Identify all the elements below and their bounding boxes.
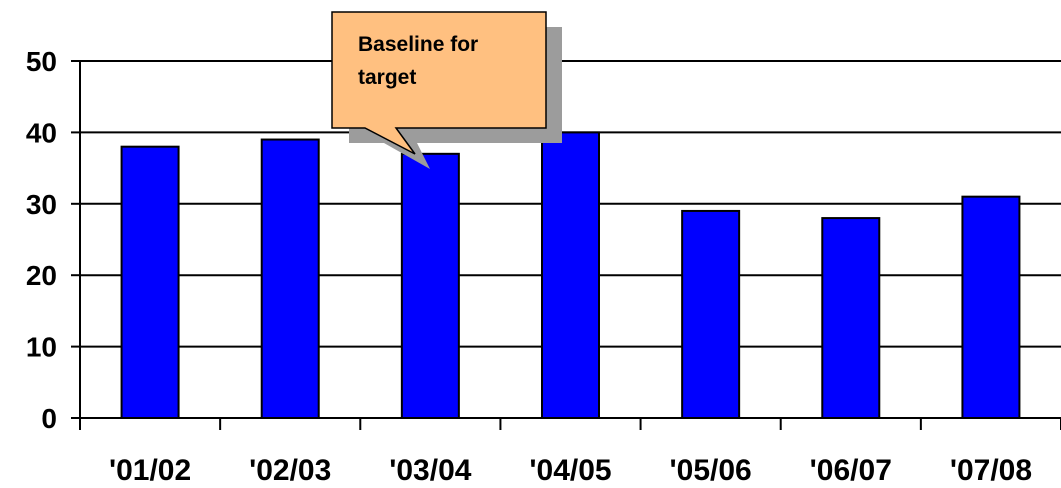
bar: [821, 217, 881, 419]
bar: [120, 145, 180, 419]
bar: [681, 209, 741, 419]
bar: [961, 195, 1021, 419]
x-tick-label: '07/08: [950, 454, 1032, 487]
x-tick-label: '04/05: [529, 454, 611, 487]
x-tick-label: '03/04: [389, 454, 472, 487]
annotation-line-1: Baseline for: [358, 33, 478, 56]
bar: [400, 152, 460, 419]
y-tick-label: 0: [41, 403, 57, 434]
x-axis: '01/02 '02/03 '03/04 '04/05 '05/06 '06/07 '07/…: [79, 417, 1061, 487]
annotation-line-2: target: [358, 66, 416, 89]
y-tick-label: 40: [26, 117, 57, 148]
bars: [120, 131, 1021, 419]
x-tick-label: '02/03: [249, 454, 331, 487]
x-tick-label: '06/07: [810, 454, 892, 487]
bar: [260, 138, 320, 419]
y-tick-label: 30: [26, 189, 57, 220]
y-axis: 0 10 20 30 40 50: [26, 46, 81, 434]
y-tick-label: 10: [26, 332, 57, 363]
annotation-box: [331, 11, 547, 155]
annotation-callout: Baseline for target: [331, 11, 562, 169]
y-tick-label: 50: [26, 46, 57, 77]
x-tick-label: '01/02: [109, 454, 191, 487]
y-tick-label: 20: [26, 260, 57, 291]
x-tick-label: '05/06: [670, 454, 752, 487]
bar: [541, 131, 600, 419]
